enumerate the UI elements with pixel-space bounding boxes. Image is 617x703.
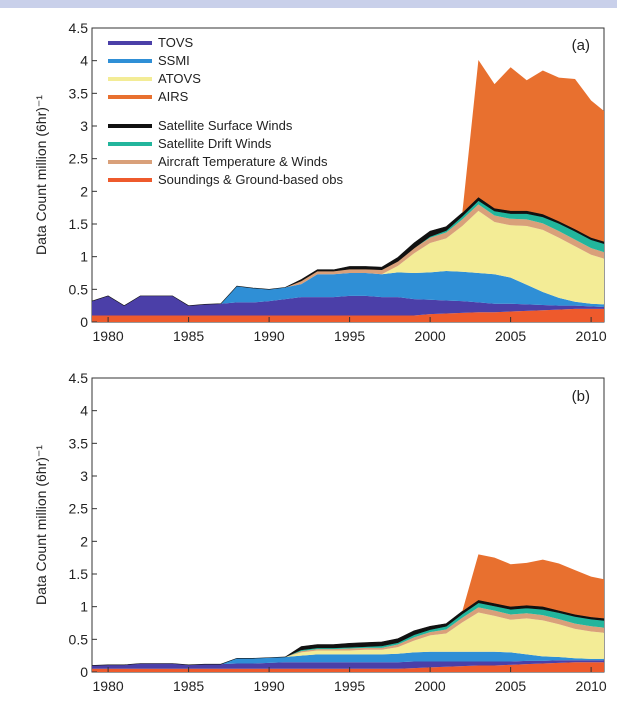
ytick-label-a-1: 0.5 — [69, 281, 89, 297]
ytick-label-b-0: 0 — [80, 664, 88, 680]
ytick-label-b-8: 4 — [80, 403, 88, 419]
area-b-satellite-surface-winds — [91, 599, 605, 666]
ytick-label-a-5: 2.5 — [69, 151, 89, 167]
panel-b-areas — [91, 554, 605, 672]
panel-a-axes: 0 0.5 1 1.5 2 2.5 3 3.5 4 4.5 1980 1985 1990 1995 2000… — [69, 20, 607, 344]
legend-label-satellite-drift-winds: Satellite Drift Winds — [158, 136, 272, 151]
panel-b-axes: 0 0.5 1 1.5 2 2.5 3 3.5 4 4.5 1980 1985 1990 1995 2000… — [69, 370, 607, 694]
ytick-label-a-7: 3.5 — [69, 85, 89, 101]
xtick-label-b-0: 1980 — [93, 678, 124, 694]
ytick-label-a-6: 3 — [80, 118, 88, 134]
xtick-label-b-1: 1985 — [173, 678, 204, 694]
xtick-label-a-2: 1990 — [254, 328, 285, 344]
ytick-label-a-2: 1 — [80, 249, 88, 265]
legend-label-atovs: ATOVS — [158, 71, 201, 86]
area-a-airs — [92, 60, 604, 306]
xtick-label-b-2: 1990 — [254, 678, 285, 694]
panel-b-ylabel: Data Count million (6hr)⁻¹ — [33, 445, 49, 605]
xtick-label-a-3: 1995 — [334, 328, 365, 344]
ytick-label-a-8: 4 — [80, 53, 88, 69]
ytick-label-b-7: 3.5 — [69, 435, 89, 451]
ytick-label-a-0: 0 — [80, 314, 88, 330]
xtick-label-b-6: 2010 — [576, 678, 607, 694]
area-a-atovs — [92, 210, 604, 306]
ytick-label-a-4: 2 — [80, 183, 88, 199]
ytick-label-b-3: 1.5 — [69, 566, 89, 582]
ytick-label-b-4: 2 — [80, 533, 88, 549]
panel-a-ylabel: Data Count million (6hr)⁻¹ — [33, 95, 49, 255]
panel-b-plot: 0 0.5 1 1.5 2 2.5 3 3.5 4 4.5 1980 1985 1990 1995 2000… — [33, 370, 607, 694]
xtick-label-a-6: 2010 — [576, 328, 607, 344]
ytick-label-b-6: 3 — [80, 468, 88, 484]
xtick-label-a-0: 1980 — [93, 328, 124, 344]
panel-b-label: (b) — [572, 388, 590, 405]
legend-label-tovs: TOVS — [158, 35, 193, 50]
legend-label-soundings-and-ground-based-obs: Soundings & Ground-based obs — [158, 172, 344, 187]
area-a-tovs — [92, 295, 604, 316]
legend-label-aircraft-temperature-and-winds: Aircraft Temperature & Winds — [158, 154, 328, 169]
legend-label-ssmi: SSMI — [158, 53, 190, 68]
panel-a-areas — [91, 60, 605, 322]
area-b-tovs — [92, 660, 604, 669]
ytick-label-b-1: 0.5 — [69, 631, 89, 647]
xtick-label-a-1: 1985 — [173, 328, 204, 344]
legend-label-airs: AIRS — [158, 89, 189, 104]
legend-label-satellite-surface-winds: Satellite Surface Winds — [158, 118, 293, 133]
ytick-label-a-9: 4.5 — [69, 20, 89, 36]
ytick-label-b-2: 1 — [80, 599, 88, 615]
legend: TOVS SSMI ATOVS AIRS Satellite Surface Winds… — [108, 35, 344, 187]
area-b-airs — [92, 554, 604, 666]
ytick-label-a-3: 1.5 — [69, 216, 89, 232]
xtick-label-a-5: 2005 — [495, 328, 526, 344]
xtick-label-b-4: 2000 — [415, 678, 446, 694]
area-b-atovs — [92, 612, 604, 666]
area-a-satellite-surface-winds — [91, 196, 605, 307]
xtick-label-b-3: 1995 — [334, 678, 365, 694]
area-b-soundings-and-ground-based-obs — [92, 662, 604, 672]
xtick-label-a-4: 2000 — [415, 328, 446, 344]
panel-a-plot: 0 0.5 1 1.5 2 2.5 3 3.5 4 4.5 1980 1985 1990 1995 2000… — [33, 20, 607, 344]
area-b-ssmi — [92, 651, 604, 666]
xtick-label-b-5: 2005 — [495, 678, 526, 694]
area-a-ssmi — [92, 271, 604, 307]
ytick-label-b-9: 4.5 — [69, 370, 89, 386]
ytick-label-b-5: 2.5 — [69, 501, 89, 517]
panel-a-label: (a) — [572, 37, 590, 54]
